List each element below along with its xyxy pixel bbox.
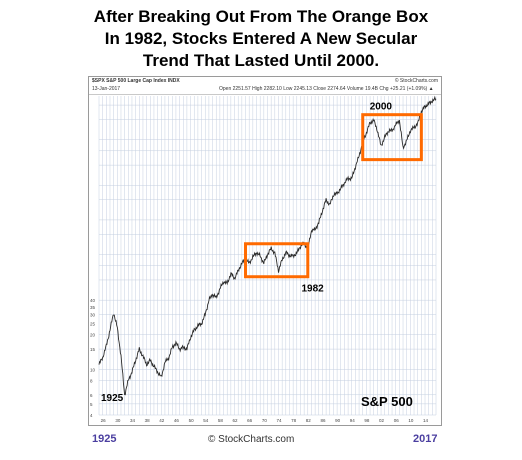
y-tick-label: 20	[90, 333, 96, 338]
x-tick-label: 42	[159, 418, 165, 423]
end-year-label: 2017	[413, 433, 438, 445]
y-tick-label: 4	[90, 413, 93, 418]
x-tick-label: 94	[350, 418, 356, 423]
x-tick-label: 70	[262, 418, 268, 423]
x-tick-label: 86	[320, 418, 326, 423]
header-credit: © StockCharts.com	[394, 78, 438, 84]
x-tick-label: 78	[291, 418, 297, 423]
x-tick-label: 74	[276, 418, 282, 423]
orange-box-1	[244, 242, 310, 279]
x-tick-label: 66	[247, 418, 253, 423]
stockcharts-credit: © StockCharts.com	[208, 434, 295, 445]
ohlc-readout: Open 2251.57 High 2282.10 Low 2245.13 Cl…	[219, 86, 434, 92]
x-tick-label: 14	[423, 418, 429, 423]
headline-line-2: In 1982, Stocks Entered A New Secular	[104, 29, 418, 48]
y-tick-label: 8	[90, 378, 93, 383]
x-tick-label: 06	[394, 418, 400, 423]
headline-line-1: After Breaking Out From The Orange Box	[93, 7, 429, 26]
x-tick-label: 90	[335, 418, 341, 423]
x-tick-label: 26	[101, 418, 107, 423]
headline-line-3: Trend That Lasted Until 2000.	[142, 51, 380, 70]
orange-box-2	[361, 113, 423, 162]
ticker-label: $SPX S&P 500 Large Cap Index INDX	[92, 78, 180, 84]
x-tick-label: 62	[233, 418, 239, 423]
annotation-1982: 1982	[301, 284, 324, 295]
y-tick-label: 10	[90, 367, 96, 372]
y-tick-label: 35	[90, 305, 96, 310]
y-tick-label: 15	[90, 347, 96, 352]
x-tick-label: 30	[115, 418, 121, 423]
price-line	[98, 95, 437, 396]
start-year-label: 1925	[92, 433, 117, 445]
x-tick-label: 34	[130, 418, 136, 423]
x-tick-label: 02	[379, 418, 385, 423]
x-tick-label: 98	[364, 418, 370, 423]
y-tick-label: 30	[90, 313, 96, 318]
date-label: 13-Jan-2017	[92, 86, 121, 92]
x-tick-label: 82	[306, 418, 312, 423]
chart-info-header: $SPX S&P 500 Large Cap Index INDX 13-Jan…	[89, 77, 441, 95]
y-tick-label: 5	[90, 402, 93, 407]
y-tick-label: 6	[90, 393, 93, 398]
x-tick-label: 46	[174, 418, 180, 423]
x-tick-label: 54	[203, 418, 209, 423]
annotation-1925: 1925	[101, 393, 124, 404]
x-tick-label: 10	[408, 418, 414, 423]
y-tick-label: 40	[90, 298, 96, 303]
x-tick-label: 58	[218, 418, 224, 423]
y-tick-label: 25	[90, 322, 96, 327]
x-tick-label: 50	[189, 418, 195, 423]
chart-headline: After Breaking Out From The Orange Box I…	[0, 6, 522, 72]
chart-title: S&P 500	[361, 394, 413, 409]
chart-panel: $SPX S&P 500 Large Cap Index INDX 13-Jan…	[88, 76, 442, 426]
x-tick-label: 38	[145, 418, 151, 423]
annotation-2000: 2000	[370, 102, 393, 113]
